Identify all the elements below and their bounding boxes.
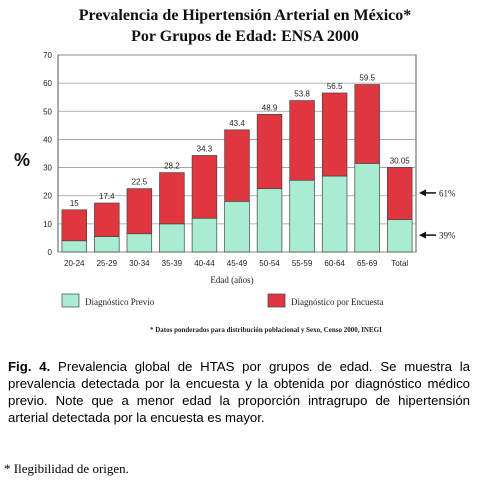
x-tick-label: 30-34 — [129, 259, 150, 268]
x-axis-label: Edad (años) — [210, 275, 253, 285]
chart-title: Prevalencia de Hipertensión Arterial en … — [79, 7, 412, 24]
y-tick-label: 70 — [43, 51, 52, 60]
bar-segment-previo — [61, 240, 87, 253]
figure-caption-label: Fig. 4. — [8, 359, 51, 374]
bar-total-label: 43.4 — [229, 119, 245, 128]
bar-total-label: 22.5 — [132, 178, 148, 187]
bar-segment-encuesta — [61, 209, 87, 242]
illegibility-note: * Ilegibilidad de origen. — [4, 461, 129, 476]
x-tick-label: 50-54 — [259, 259, 280, 268]
bar-segment-encuesta — [354, 84, 380, 164]
x-tick-label: 20-24 — [64, 259, 85, 268]
bar-segment-previo — [256, 188, 283, 253]
legend-swatch — [61, 293, 80, 308]
bar-total-label: 34.3 — [197, 144, 213, 153]
bar-segment-encuesta — [387, 167, 413, 220]
annotation-label: 61% — [439, 188, 456, 198]
figure-caption-text: Prevalencia global de HTAS por grupos de… — [8, 359, 470, 425]
prevalence-chart: Prevalencia de Hipertensión Arterial en … — [14, 7, 456, 334]
chart-footnote: * Datos ponderados para distribución pob… — [150, 326, 382, 334]
bar-segment-previo — [321, 175, 348, 253]
bar-segment-encuesta — [159, 172, 185, 225]
bar-total-label: 56.5 — [327, 82, 343, 91]
y-axis-label: % — [14, 150, 30, 170]
bar-segment-encuesta — [256, 114, 283, 190]
bar-total-label: 28.2 — [164, 162, 180, 171]
x-tick-label: 25-29 — [97, 259, 118, 268]
bar-segment-encuesta — [191, 155, 218, 219]
x-tick-label: 65-69 — [357, 259, 378, 268]
bar-segment-previo — [94, 236, 120, 253]
bar-segment-encuesta — [126, 188, 153, 235]
bar-total-label: 30.05 — [390, 156, 411, 165]
chart-subtitle: Por Grupos de Edad: ENSA 2000 — [131, 28, 359, 45]
x-tick-label: Total — [391, 259, 408, 268]
y-tick-label: 0 — [48, 248, 53, 257]
x-tick-label: 60-64 — [324, 259, 345, 268]
bar-segment-previo — [224, 200, 250, 253]
y-tick-label: 10 — [43, 220, 52, 229]
y-tick-label: 30 — [43, 164, 52, 173]
legend-swatch — [267, 293, 286, 308]
x-tick-label: 45-49 — [227, 259, 248, 268]
bar-total-label: 53.8 — [294, 90, 310, 99]
x-tick-label: 55-59 — [292, 259, 313, 268]
bar-segment-previo — [191, 217, 218, 253]
bar-segment-previo — [387, 219, 413, 253]
bar-total-label: 17.4 — [99, 192, 115, 201]
y-tick-label: 60 — [43, 79, 52, 88]
annotation-label: 39% — [439, 231, 456, 241]
x-tick-label: 40-44 — [194, 259, 215, 268]
bar-segment-encuesta — [321, 92, 348, 177]
bar-segment-previo — [159, 223, 185, 253]
bar-segment-encuesta — [289, 100, 315, 181]
bar-segment-previo — [126, 233, 153, 253]
arrow-head-icon — [419, 231, 426, 239]
bar-segment-encuesta — [94, 202, 120, 237]
legend: Diagnóstico Previo Diagnóstico por Encues… — [61, 293, 383, 308]
x-tick-label: 35-39 — [162, 259, 183, 268]
y-tick-label: 40 — [43, 135, 52, 144]
y-tick-label: 20 — [43, 192, 52, 201]
bar-total-label: 48.9 — [262, 103, 278, 112]
legend-label: Diagnóstico por Encuesta — [291, 297, 383, 307]
bar-total-label: 59.5 — [359, 74, 375, 83]
bar-segment-encuesta — [224, 129, 250, 202]
bar-segment-previo — [289, 179, 315, 253]
bar-total-label: 15 — [70, 199, 79, 208]
arrow-head-icon — [419, 189, 426, 197]
y-tick-label: 50 — [43, 107, 52, 116]
figure-caption: Fig. 4. Prevalencia global de HTAS por g… — [8, 358, 470, 426]
legend-label: Diagnóstico Previo — [85, 297, 155, 307]
bar-segment-previo — [354, 163, 380, 253]
